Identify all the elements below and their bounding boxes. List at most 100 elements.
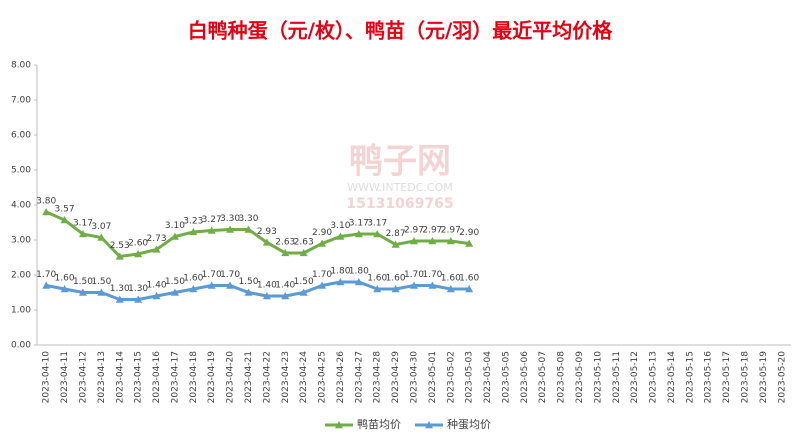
data-label: 2.87: [386, 229, 406, 239]
data-label: 1.40: [257, 281, 277, 291]
marker: [465, 285, 474, 293]
marker: [299, 248, 308, 257]
data-label: 1.70: [36, 270, 56, 280]
legend-label: 鸭苗均价: [357, 418, 401, 431]
marker: [299, 288, 308, 296]
x-tick-label: 2023-05-15: [685, 351, 695, 403]
data-label: 1.70: [422, 270, 442, 280]
marker: [354, 230, 363, 238]
marker: [244, 288, 253, 296]
data-label: 1.40: [147, 281, 167, 291]
marker: [226, 281, 235, 289]
x-tick-label: 2023-04-15: [134, 351, 144, 403]
marker: [189, 285, 198, 293]
x-tick-label: 2023-04-27: [354, 351, 364, 403]
data-label: 1.60: [459, 274, 479, 284]
y-tick-label: 5.00: [11, 166, 31, 176]
marker: [244, 225, 253, 233]
data-label: 3.07: [91, 222, 111, 232]
marker: [115, 295, 124, 303]
marker: [336, 232, 345, 240]
x-tick-label: 2023-05-03: [465, 351, 475, 403]
x-tick-label: 2023-04-14: [115, 351, 125, 404]
marker: [410, 237, 418, 245]
data-label: 2.63: [275, 237, 295, 247]
data-label: 2.53: [110, 241, 130, 251]
data-label: 3.57: [55, 205, 75, 215]
x-tick-label: 2023-04-22: [262, 351, 272, 403]
marker: [354, 278, 363, 286]
data-label: 3.17: [73, 219, 93, 229]
data-label: 1.30: [128, 284, 148, 294]
marker: [281, 248, 290, 257]
marker: [60, 216, 69, 224]
data-label: 3.17: [367, 219, 387, 229]
y-tick-label: 1.00: [11, 306, 31, 316]
marker: [428, 281, 437, 289]
x-tick-label: 2023-04-26: [336, 351, 346, 404]
x-tick-label: 2023-05-06: [520, 351, 530, 404]
marker: [226, 225, 235, 233]
data-label: 2.63: [294, 237, 314, 247]
marker: [152, 292, 161, 300]
marker: [97, 233, 106, 241]
x-tick-label: 2023-04-23: [281, 351, 291, 403]
data-label: 1.60: [367, 274, 387, 284]
x-tick-label: 2023-04-10: [42, 351, 52, 404]
y-tick-label: 0.00: [11, 341, 31, 351]
y-tick-label: 2.00: [11, 271, 31, 281]
data-label: 3.30: [220, 214, 240, 224]
x-tick-label: 2023-05-11: [612, 351, 622, 403]
x-tick-label: 2023-05-04: [483, 351, 493, 404]
data-label: 2.90: [312, 228, 332, 238]
marker: [373, 230, 382, 238]
marker: [465, 239, 474, 247]
x-tick-label: 2023-04-20: [226, 351, 236, 404]
x-tick-label: 2023-04-25: [318, 351, 328, 403]
data-label: 3.27: [202, 215, 222, 225]
x-tick-label: 2023-05-16: [704, 351, 714, 404]
data-label: 2.97: [404, 226, 424, 236]
data-label: 1.60: [183, 274, 203, 284]
data-label: 1.40: [275, 281, 295, 291]
marker: [262, 292, 271, 300]
legend-label: 种蛋均价: [447, 417, 491, 431]
x-tick-label: 2023-05-17: [722, 351, 732, 403]
marker: [391, 240, 400, 248]
marker: [42, 281, 51, 289]
data-label: 3.80: [36, 197, 56, 207]
x-tick-label: 2023-04-13: [97, 351, 107, 403]
y-tick-label: 7.00: [11, 96, 31, 106]
x-tick-label: 2023-05-02: [446, 351, 456, 403]
x-tick-label: 2023-04-17: [170, 351, 180, 403]
data-label: 1.70: [404, 270, 424, 280]
x-tick-label: 2023-05-05: [501, 351, 511, 403]
marker: [170, 288, 179, 296]
chart-title: 白鸭种蛋（元/枚）、鸭苗（元/羽）最近平均价格: [188, 19, 614, 43]
marker: [170, 232, 179, 240]
data-label: 1.30: [110, 284, 130, 294]
x-tick-label: 2023-05-01: [428, 351, 438, 403]
data-label: 2.60: [128, 239, 148, 249]
marker: [152, 245, 161, 253]
data-label: 3.23: [183, 216, 203, 226]
data-label: 3.17: [349, 219, 369, 229]
data-label: 2.97: [441, 226, 461, 236]
data-label: 2.73: [147, 234, 167, 244]
x-tick-label: 2023-04-30: [410, 351, 420, 404]
x-tick-label: 2023-05-13: [649, 351, 659, 403]
data-label: 1.60: [386, 274, 406, 284]
x-tick-label: 2023-04-21: [244, 351, 254, 403]
x-tick-label: 2023-04-18: [189, 351, 199, 404]
data-label: 3.10: [330, 221, 350, 231]
data-label: 1.80: [330, 267, 350, 277]
x-tick-label: 2023-05-20: [777, 351, 787, 404]
y-tick-label: 3.00: [11, 236, 31, 246]
marker: [446, 285, 455, 293]
data-label: 1.60: [55, 274, 75, 284]
x-tick-label: 2023-04-28: [373, 351, 383, 404]
marker: [207, 226, 216, 234]
data-label: 1.70: [220, 270, 240, 280]
data-label: 3.30: [238, 214, 258, 224]
